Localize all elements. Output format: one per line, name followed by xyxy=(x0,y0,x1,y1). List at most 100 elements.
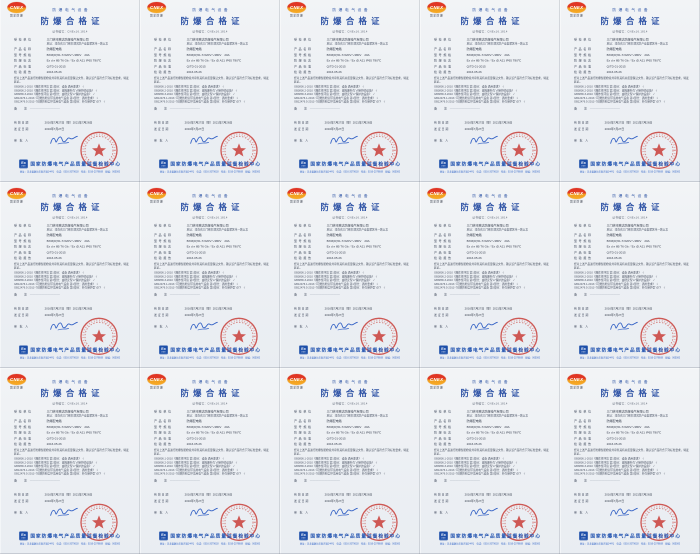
ex-mark-text: Ex xyxy=(161,160,166,165)
field-label: 型号规格 xyxy=(294,425,313,429)
date-section: 有效日期 2016年7月27日（至）2021年7月26日 发证日期 2016年7… xyxy=(14,307,140,317)
remark-label: 备 注 xyxy=(574,107,590,111)
field-value: Q/TD 01-2015 xyxy=(46,64,66,68)
standard-line: GB3836.3-2010《爆炸性环境 第3部分：由增安型“e”保护的设备》 √ xyxy=(153,92,235,96)
field-value: BXM(D)51-T/220V～380V 20A xyxy=(186,239,230,243)
certificate-thumbnail[interactable]: CNEX 国家防爆 防爆电气设备 防爆合格证 证书编号：CNEx16.1814 … xyxy=(280,182,420,368)
cnex-logo-caption: 国家防爆 xyxy=(430,386,444,390)
cnex-logo-icon: CNEX xyxy=(287,1,306,13)
approver-row: 审 批 人 xyxy=(154,134,280,147)
standard-line: GB3836.1-2010《爆炸性环境 第1部分：设备 通用要求》 √ xyxy=(574,457,644,461)
cnex-logo-caption: 国家防爆 xyxy=(149,200,164,204)
field-test-report: 检验报告 2016.05.26 xyxy=(434,442,549,446)
standard-line: GB12476.1-2013《可燃性粉尘环境用电气设备 第1部分：通用要求》 √ xyxy=(574,282,658,286)
cnex-agency-logo: CNEX 国家防爆 xyxy=(427,188,447,204)
certificate-subtitle: 防爆电气设备 xyxy=(52,380,91,384)
inspection-center-name: 国家防爆电气产品质量监督检验中心 xyxy=(170,533,261,539)
valid-date-row: 有效日期 2016年7月27日（至）2021年7月26日 xyxy=(434,493,560,497)
field-value: 2016.05.26 xyxy=(606,256,622,260)
remark-row: 备 注 —————————— xyxy=(154,292,280,296)
field-inspected-unit: 受检单位 三门峡市赛达防爆电气有限公司 地址：河南省三门峡市湖滨区产业集聚区纬一… xyxy=(14,410,129,417)
standard-line: GB3836.3-2010《爆炸性环境 第3部分：由增安型“e”保护的设备》 √ xyxy=(294,278,375,282)
field-value: 2016.05.26 xyxy=(186,442,202,446)
inspection-center-name: 国家防爆电气产品质量监督检验中心 xyxy=(30,161,121,167)
certificate-thumbnail[interactable]: CNEX 国家防爆 防爆电气设备 防爆合格证 证书编号：CNEx16.1814 … xyxy=(420,182,560,368)
valid-date-label: 有效日期 xyxy=(294,121,310,125)
handwritten-signature xyxy=(50,321,78,331)
field-label: 产品标准 xyxy=(153,64,173,68)
conformity-statement: 经对上述产品进行防爆性能检验并审查其有关质量保证文件，确认该产品符合下列标准要求… xyxy=(434,76,549,84)
issue-date-value: 2016年7月27日 xyxy=(464,499,485,503)
field-ex-marking: 防爆标志 Ex d e ⅡB T6 Gb／Ex tD A21 IP65 T80℃ xyxy=(154,245,269,249)
official-red-seal-icon xyxy=(500,317,538,355)
ex-mark-text: Ex xyxy=(161,346,166,351)
valid-date-value: 2016年7月27日（至）2021年7月26日 xyxy=(44,493,93,497)
ex-mark-icon: Ex CNEX xyxy=(298,531,308,541)
standard-line: GB3836.3-2010《爆炸性环境 第3部分：由增安型“e”保护的设备》 √ xyxy=(574,464,655,468)
ex-mark-caption: CNEX xyxy=(301,536,306,539)
approver-label: 审 批 人 xyxy=(294,324,310,329)
field-inspected-unit: 受检单位 三门峡市赛达防爆电气有限公司 地址：河南省三门峡市湖滨区产业集聚区纬一… xyxy=(154,224,269,231)
standard-line: GB3836.2-2010《爆炸性环境 第2部分：由隔爆外壳“d”保护的设备》 … xyxy=(153,88,238,92)
approver-label: 审 批 人 xyxy=(294,510,310,515)
certificate-thumbnail[interactable]: CNEX 国家防爆 防爆电气设备 防爆合格证 证书编号：CNEx16.1814 … xyxy=(0,0,140,182)
field-label: 受检单位 xyxy=(13,409,33,414)
unit-name: 三门峡市赛达防爆电气有限公司 xyxy=(606,409,649,414)
date-section: 有效日期 2016年7月27日（至）2021年7月26日 发证日期 2016年7… xyxy=(434,307,560,317)
field-label: 型号规格 xyxy=(153,53,173,57)
ex-mark-text: Ex xyxy=(21,160,26,165)
cnex-agency-logo: CNEX 国家防爆 xyxy=(287,374,307,390)
certificate-title: 防爆合格证 xyxy=(600,388,664,398)
field-label: 产品名称 xyxy=(574,233,593,237)
field-test-report: 检验报告 2016.05.26 xyxy=(294,70,409,74)
certificate-page: CNEX 国家防爆 防爆电气设备 防爆合格证 证书编号：CNEx16.1814 … xyxy=(280,368,420,554)
certificate-thumbnail[interactable]: CNEX 国家防爆 防爆电气设备 防爆合格证 证书编号：CNEx16.1814 … xyxy=(0,368,140,554)
certificate-thumbnail[interactable]: CNEX 国家防爆 防爆电气设备 防爆合格证 证书编号：CNEx16.1814 … xyxy=(140,0,280,182)
certificate-subtitle: 防爆电气设备 xyxy=(612,380,651,384)
remark-label: 备 注 xyxy=(13,479,30,483)
certificate-thumbnail[interactable]: CNEX 国家防爆 防爆电气设备 防爆合格证 证书编号：CNEx16.1814 … xyxy=(420,368,560,554)
center-name-row: Ex CNEX 国家防爆电气产品质量监督检验中心 xyxy=(280,159,420,169)
field-inspected-unit: 受检单位 三门峡市赛达防爆电气有限公司 地址：河南省三门峡市湖滨区产业集聚区纬一… xyxy=(154,410,269,417)
certificate-thumbnail[interactable]: CNEX 国家防爆 防爆电气设备 防爆合格证 证书编号：CNEx16.1814 … xyxy=(420,0,560,182)
certificate-thumbnail[interactable]: CNEX 国家防爆 防爆电气设备 防爆合格证 证书编号：CNEx16.1814 … xyxy=(280,368,420,554)
conformity-statement: 经对上述产品进行防爆性能检验并审查其有关质量保证文件，确认该产品符合下列标准要求… xyxy=(153,448,269,456)
field-label: 防爆标志 xyxy=(574,58,593,63)
field-value: 三门峡市赛达防爆电气有限公司 地址：河南省三门峡市湖滨区产业集聚区纬一路以北 xyxy=(467,38,549,45)
certificate-thumbnail[interactable]: CNEX 国家防爆 防爆电气设备 防爆合格证 证书编号：CNEx16.1814 … xyxy=(140,368,280,554)
certificate-thumbnail[interactable]: CNEX 国家防爆 防爆电气设备 防爆合格证 证书编号：CNEx16.1814 … xyxy=(560,0,700,182)
ex-mark-icon: Ex CNEX xyxy=(438,159,448,169)
field-value: 三门峡市赛达防爆电气有限公司 地址：河南省三门峡市湖滨区产业集聚区纬一路以北 xyxy=(187,224,269,231)
certificate-thumbnail[interactable]: CNEX 国家防爆 防爆电气设备 防爆合格证 证书编号：CNEx16.1814 … xyxy=(0,182,140,368)
certificate-subtitle: 防爆电气设备 xyxy=(192,380,231,384)
valid-date-label: 有效日期 xyxy=(153,493,170,497)
certificate-footer: Ex CNEX 国家防爆电气产品质量监督检验中心 地址：河北省廊坊市新开路144… xyxy=(420,531,560,545)
field-label: 检验报告 xyxy=(434,70,453,74)
unit-address: 地址：河南省三门峡市湖滨区产业集聚区纬一路以北 xyxy=(606,414,668,418)
field-value: 防爆配电箱 xyxy=(466,233,482,237)
unit-address: 地址：河南省三门峡市湖滨区产业集聚区纬一路以北 xyxy=(606,228,668,232)
cnex-logo-caption: 国家防爆 xyxy=(570,386,584,390)
certificate-fields: 受检单位 三门峡市赛达防爆电气有限公司 地址：河南省三门峡市湖滨区产业集聚区纬一… xyxy=(14,224,129,260)
issue-date-label: 发证日期 xyxy=(294,499,310,503)
certificate-thumbnail[interactable]: CNEX 国家防爆 防爆电气设备 防爆合格证 证书编号：CNEx16.1814 … xyxy=(560,182,700,368)
certificate-thumbnail[interactable]: CNEX 国家防爆 防爆电气设备 防爆合格证 证书编号：CNEx16.1814 … xyxy=(280,0,420,182)
field-product-standard: 产品标准 Q/TD 01-2015 xyxy=(434,437,549,441)
cnex-logo-icon: CNEX xyxy=(147,374,166,385)
conformity-statement: 经对上述产品进行防爆性能检验并审查其有关质量保证文件，确认该产品符合下列标准要求… xyxy=(574,76,689,84)
field-value: Ex d e ⅡB T6 Gb／Ex tD A21 IP65 T80℃ xyxy=(466,430,522,435)
certificate-thumbnail[interactable]: CNEX 国家防爆 防爆电气设备 防爆合格证 证书编号：CNEx16.1814 … xyxy=(140,182,280,368)
field-inspected-unit: 受检单位 三门峡市赛达防爆电气有限公司 地址：河南省三门峡市湖滨区产业集聚区纬一… xyxy=(294,38,409,45)
remark-row: 备 注 —————————— xyxy=(14,478,140,482)
certificate-footer: Ex CNEX 国家防爆电气产品质量监督检验中心 地址：河北省廊坊市新开路144… xyxy=(560,531,700,545)
certificate-thumbnail[interactable]: CNEX 国家防爆 防爆电气设备 防爆合格证 证书编号：CNEx16.1814 … xyxy=(560,368,700,554)
field-label: 防爆标志 xyxy=(13,58,33,63)
certificate-fields: 受检单位 三门峡市赛达防爆电气有限公司 地址：河南省三门峡市湖滨区产业集聚区纬一… xyxy=(294,38,409,74)
date-section: 有效日期 2016年7月27日（至）2021年7月26日 发证日期 2016年7… xyxy=(14,121,140,131)
field-label: 防爆标志 xyxy=(294,430,313,435)
field-value: 防爆配电箱 xyxy=(186,419,202,423)
valid-date-row: 有效日期 2016年7月27日（至）2021年7月26日 xyxy=(434,307,560,311)
field-label: 检验报告 xyxy=(153,256,173,260)
cnex-logo-caption: 国家防爆 xyxy=(430,200,444,204)
field-value: 三门峡市赛达防爆电气有限公司 地址：河南省三门峡市湖滨区产业集聚区纬一路以北 xyxy=(607,38,689,45)
